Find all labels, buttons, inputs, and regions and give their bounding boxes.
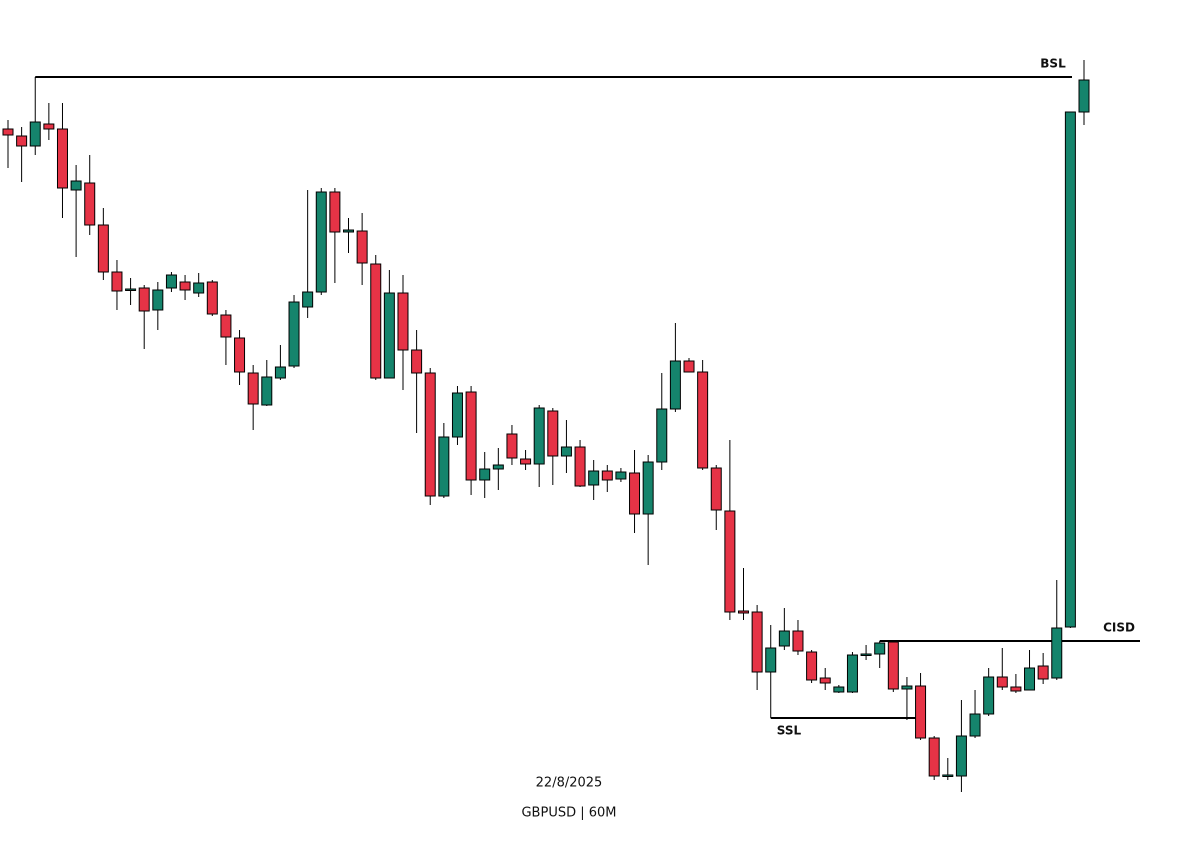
candle-body xyxy=(43,123,55,130)
candle-body xyxy=(737,610,749,614)
candle-body xyxy=(506,433,518,459)
candle-body xyxy=(206,281,218,315)
candle-body xyxy=(97,224,109,273)
candle-body xyxy=(615,471,627,480)
level-label: SSL xyxy=(777,724,802,738)
candle-body xyxy=(438,436,450,497)
candle-body xyxy=(778,630,790,647)
level-label: CISD xyxy=(1103,621,1135,635)
candle-body xyxy=(152,289,164,311)
candle-body xyxy=(16,135,28,147)
candle-body xyxy=(819,677,831,684)
candle-body xyxy=(356,230,368,264)
candle-body xyxy=(451,392,463,438)
chart-title: GBPUSD | 60M xyxy=(521,806,616,821)
candle-body xyxy=(29,121,41,147)
candle-body xyxy=(220,314,232,338)
candle-body xyxy=(533,407,545,465)
candle-body xyxy=(111,271,123,292)
candle-body xyxy=(165,274,177,289)
candle-body xyxy=(710,467,722,511)
candle-body xyxy=(479,468,491,481)
candle-body xyxy=(397,292,409,351)
candle-body xyxy=(343,229,355,233)
candle-body xyxy=(806,651,818,681)
candle-body xyxy=(983,676,995,715)
candle-body xyxy=(1010,686,1022,692)
candle-body xyxy=(138,287,150,312)
candle-body xyxy=(669,360,681,410)
candle-body xyxy=(492,464,504,470)
level-label: BSL xyxy=(1040,57,1066,71)
candle-body xyxy=(70,180,82,191)
candle-body xyxy=(302,291,314,308)
candle-body xyxy=(860,653,872,656)
candle-body xyxy=(2,128,14,136)
candle-body xyxy=(56,128,68,189)
candle-body xyxy=(424,372,436,497)
candle-body xyxy=(179,281,191,291)
candle-body xyxy=(642,461,654,515)
candle-body xyxy=(629,472,641,515)
candle-body xyxy=(697,371,709,469)
candle-body xyxy=(996,676,1008,688)
candle-body xyxy=(887,641,899,690)
candle-body xyxy=(656,408,668,463)
candle-body xyxy=(724,510,736,613)
candle-body xyxy=(411,349,423,374)
candle-body xyxy=(261,376,273,406)
candle-body xyxy=(547,410,559,457)
candle-body xyxy=(288,301,300,367)
candle-body xyxy=(125,288,137,291)
chart-date: 22/8/2025 xyxy=(536,776,603,791)
candle-body xyxy=(465,391,477,481)
candle-body xyxy=(247,372,259,405)
candle-body xyxy=(274,366,286,379)
candle-body xyxy=(315,191,327,293)
candle-body xyxy=(751,611,763,673)
candle-body xyxy=(969,713,981,737)
candle-body xyxy=(1064,111,1076,628)
candle-body xyxy=(928,737,940,777)
candle-body xyxy=(193,282,205,294)
candle-body xyxy=(383,292,395,379)
candle-body xyxy=(1051,627,1063,679)
candle-body xyxy=(1078,79,1090,113)
candle-body xyxy=(84,182,96,226)
candle-body xyxy=(792,630,804,652)
candle-body xyxy=(601,470,613,481)
candle-body xyxy=(915,685,927,739)
candle-body xyxy=(901,685,913,690)
candle-body xyxy=(574,446,586,487)
candle-body xyxy=(942,774,954,777)
candle-body xyxy=(833,686,845,693)
candle-body xyxy=(1024,667,1036,691)
candle-body xyxy=(955,735,967,777)
candle-body xyxy=(1037,665,1049,680)
candle-body xyxy=(874,642,886,655)
candle-body xyxy=(520,458,532,465)
candle-body xyxy=(560,446,572,457)
candle-body xyxy=(588,470,600,486)
candle-body xyxy=(846,654,858,693)
candle-body xyxy=(370,263,382,379)
candle-body xyxy=(765,647,777,673)
candle-body xyxy=(234,337,246,373)
candle-body xyxy=(329,191,341,233)
candle-body xyxy=(683,360,695,373)
